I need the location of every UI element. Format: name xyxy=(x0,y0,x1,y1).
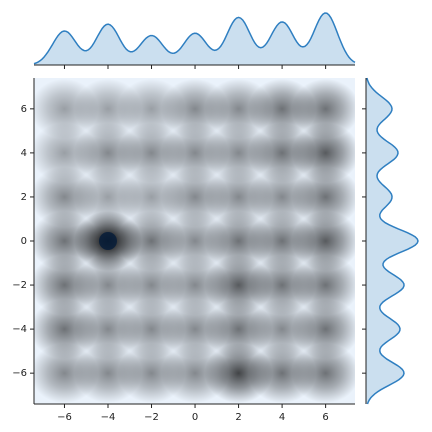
density-blob xyxy=(291,78,355,139)
density-blob xyxy=(291,299,355,360)
marginal-x-fill xyxy=(34,13,355,65)
x-tick-label: 2 xyxy=(235,412,241,423)
x-tick-label: 0 xyxy=(192,412,198,423)
y-tick-label: −2 xyxy=(12,280,27,291)
y-tick-label: −4 xyxy=(12,324,27,335)
density-blob xyxy=(291,166,355,227)
y-tick-label: 2 xyxy=(21,192,27,203)
x-tick-label: 4 xyxy=(279,412,285,423)
x-tick-label: −6 xyxy=(57,412,72,423)
density-blob xyxy=(291,211,355,271)
x-tick-label: 6 xyxy=(322,412,328,423)
y-tick-label: 6 xyxy=(21,104,27,115)
marginal-x-line xyxy=(33,12,356,65)
density-blob xyxy=(291,255,355,316)
marginal-y-fill xyxy=(366,78,418,404)
marginal-y-line xyxy=(366,77,419,405)
y-tick-label: 0 xyxy=(21,236,27,247)
density-layer xyxy=(34,78,355,404)
density-peak xyxy=(98,232,117,250)
y-tick-label: −6 xyxy=(12,368,27,379)
density-blob xyxy=(291,122,355,183)
density-blob xyxy=(291,343,355,404)
x-tick-label: −2 xyxy=(144,412,159,423)
x-tick-label: −4 xyxy=(101,412,116,423)
y-tick-label: 4 xyxy=(21,148,27,159)
